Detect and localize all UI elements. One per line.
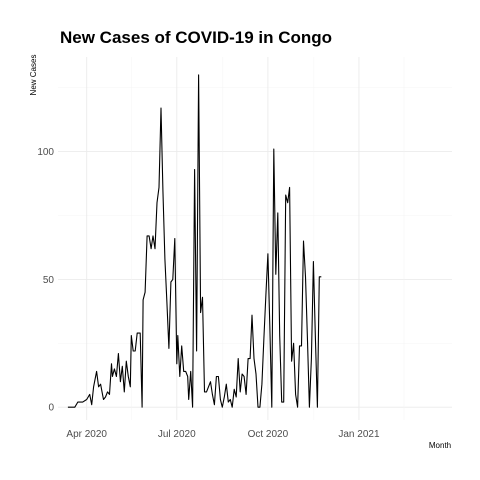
y-tick-label: 50 xyxy=(43,275,55,286)
x-tick-label: Jul 2020 xyxy=(158,429,196,440)
x-tick-label: Oct 2020 xyxy=(248,429,289,440)
x-axis-ticks: Apr 2020 Jul 2020 Oct 2020 Jan 2021 xyxy=(66,429,380,440)
x-axis-title: Month xyxy=(429,441,451,450)
x-tick-label: Apr 2020 xyxy=(66,429,107,440)
y-axis-ticks: 0 50 100 xyxy=(37,147,54,414)
gridlines xyxy=(58,57,452,420)
y-axis-title: New Cases xyxy=(29,55,38,96)
y-tick-label: 0 xyxy=(48,403,54,414)
series-line xyxy=(67,74,322,408)
y-tick-label: 100 xyxy=(37,147,54,158)
chart-title: New Cases of COVID-19 in Congo xyxy=(60,28,332,47)
x-tick-label: Jan 2021 xyxy=(338,429,380,440)
